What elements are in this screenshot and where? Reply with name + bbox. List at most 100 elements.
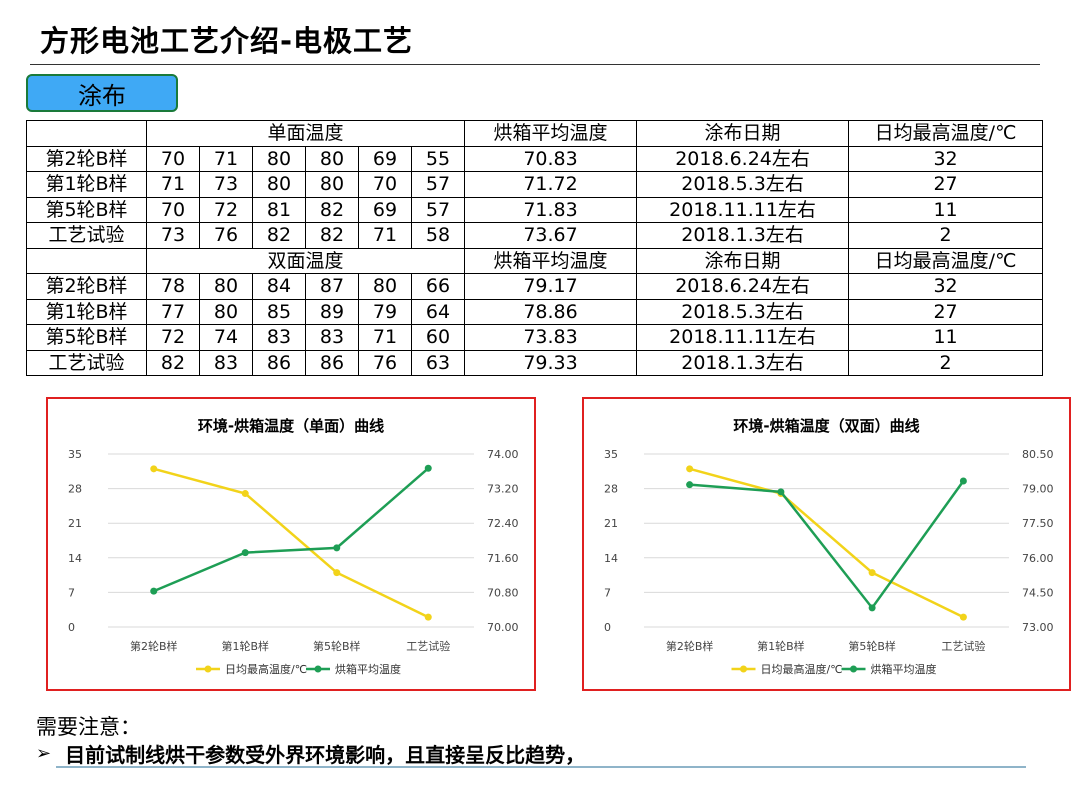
data-point [959,477,967,485]
temp-cell: 77 [146,298,200,325]
max-temp-cell: 11 [848,324,1044,351]
notes-bullet: ➢ 目前试制线烘干参数受外界环境影响，且直接呈反比趋势， [36,739,585,768]
date-cell: 2018.11.11左右 [636,324,850,351]
double-side-chart-svg: 环境-烘箱温度（双面）曲线 0 7 14 21 28 35 73.00 74.50 76.00 77… [604,417,1054,676]
left-tick-label: 0 [604,621,611,634]
max-temp-cell: 27 [848,171,1044,198]
table-row: 第5轮B样 70 72 81 82 69 57 71.83 2018.11.11左右 11 [26,196,1044,223]
avg-temp-cell: 71.83 [464,196,638,223]
single-side-chart: 环境-烘箱温度（单面）曲线 0 7 14 21 28 35 70.00 70.80 71.60 72… [46,397,536,691]
date-cell: 2018.6.24左右 [636,145,850,172]
category-label: 第5轮B样 [313,639,361,653]
left-tick-label: 28 [604,483,618,496]
section-tag: 涂布 [26,74,178,112]
left-tick-label: 21 [604,517,618,530]
temp-header: 双面温度 [145,247,466,274]
category-label: 第5轮B样 [848,639,896,653]
date-cell: 2018.5.3左右 [636,171,850,198]
data-point [424,613,432,621]
right-tick-label: 74.00 [487,448,519,461]
temp-cell: 60 [410,324,466,351]
temp-header: 单面温度 [145,120,466,147]
avg-temp-cell: 73.67 [464,222,638,249]
table-row: 第5轮B样 72 74 83 83 71 60 73.83 2018.11.11左右 11 [26,324,1044,351]
temp-cell: 80 [305,145,359,172]
temp-cell: 55 [410,145,466,172]
temp-cell: 64 [410,298,466,325]
data-point [150,465,158,473]
temp-cell: 83 [305,324,359,351]
table-row: 第2轮B样 70 71 80 80 69 55 70.83 2018.6.24左右 32 [26,145,1044,172]
temp-cell: 72 [146,324,200,351]
temp-cell: 80 [252,145,306,172]
temp-cell: 80 [252,171,306,198]
legend-marker [314,665,322,673]
date-cell: 2018.5.3左右 [636,298,850,325]
left-tick-label: 35 [68,448,82,461]
temp-cell: 85 [252,298,306,325]
notes-underline [56,766,1026,768]
sample-name-cell: 第5轮B样 [26,324,147,351]
data-point [241,490,249,498]
temp-cell: 63 [410,349,466,376]
data-point [333,569,341,577]
legend-label: 日均最高温度/℃ [761,662,843,676]
data-point [777,488,785,496]
avg-temp-cell: 71.72 [464,171,638,198]
left-tick-label: 28 [68,483,82,496]
notes-heading: 需要注意： [36,715,141,739]
data-point [150,587,158,595]
arrow-bullet-icon: ➢ [36,743,52,764]
category-label: 工艺试验 [406,639,450,653]
data-point [333,544,341,552]
page-title: 方形电池工艺介绍-电极工艺 [40,24,414,58]
avg-temp-cell: 78.86 [464,298,638,325]
legend-marker [204,665,212,673]
right-tick-label: 79.00 [1022,483,1054,496]
data-point [241,549,249,557]
sample-name-cell: 工艺试验 [26,222,147,249]
right-tick-label: 77.50 [1022,517,1054,530]
temp-cell: 86 [252,349,306,376]
sample-name-cell: 第2轮B样 [26,273,147,300]
temp-cell: 86 [305,349,359,376]
date-cell: 2018.6.24左右 [636,273,850,300]
data-point [686,465,694,473]
sample-name-cell: 第1轮B样 [26,171,147,198]
category-label: 第2轮B样 [666,639,714,653]
right-tick-label: 70.00 [487,621,519,634]
data-point [868,569,876,577]
temp-cell: 70 [146,196,200,223]
right-tick-label: 70.80 [487,586,519,599]
left-tick-label: 0 [68,621,75,634]
date-cell: 2018.1.3左右 [636,222,850,249]
legend-marker [850,665,857,673]
temp-cell: 78 [146,273,200,300]
temp-cell: 69 [358,196,412,223]
avg-temp-cell: 73.83 [464,324,638,351]
date-cell: 2018.1.3左右 [636,349,850,376]
temp-cell: 80 [305,171,359,198]
category-label: 第2轮B样 [130,639,178,653]
avg-temp-cell: 70.83 [464,145,638,172]
temp-cell: 72 [199,196,253,223]
temp-cell: 73 [146,222,200,249]
right-tick-label: 76.00 [1022,552,1054,565]
category-label: 第1轮B样 [757,639,805,653]
sample-name-cell: 工艺试验 [26,349,147,376]
table-row: 第2轮B样 78 80 84 87 80 66 79.17 2018.6.24左右 32 [26,273,1044,300]
series-line [153,467,430,593]
header-blank-cell [26,247,147,274]
max-temp-cell: 32 [848,273,1044,300]
sample-name-cell: 第2轮B样 [26,145,147,172]
legend-label: 烘箱平均温度 [871,662,937,676]
temp-cell: 80 [358,273,412,300]
max-temp-cell: 2 [848,349,1044,376]
avg-temp-cell: 79.17 [464,273,638,300]
right-tick-label: 73.20 [487,483,519,496]
temp-cell: 89 [305,298,359,325]
temp-cell: 82 [146,349,200,376]
temp-cell: 71 [358,324,412,351]
data-point [424,464,432,472]
temp-cell: 71 [146,171,200,198]
